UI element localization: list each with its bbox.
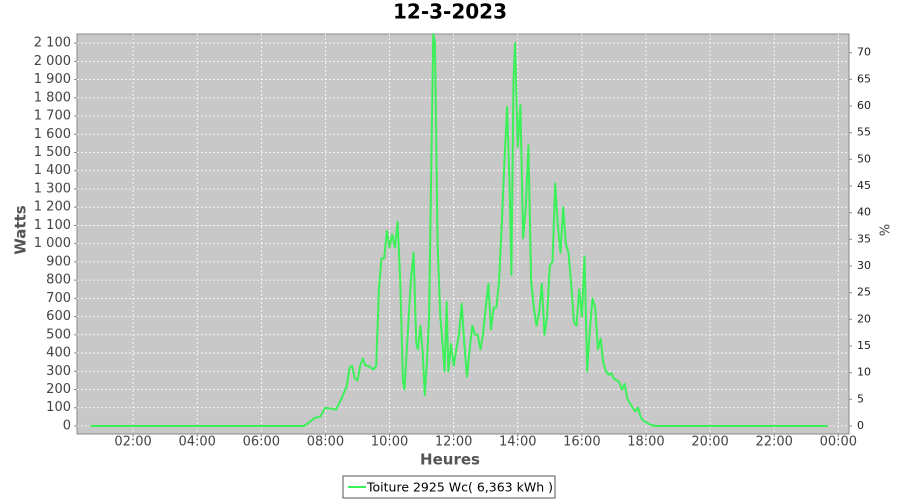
x-tick-label: 00:00 xyxy=(820,435,857,450)
y-tick-label: 1 500 xyxy=(34,145,71,160)
y2-tick-label: 30 xyxy=(857,259,871,272)
y-tick-label: 800 xyxy=(46,273,71,288)
y-tick-label: 400 xyxy=(46,346,71,361)
marks xyxy=(90,33,828,427)
y2-tick-label: 65 xyxy=(857,72,871,85)
y2-tick-label: 60 xyxy=(857,99,871,112)
x-tick-label: 22:00 xyxy=(755,435,792,450)
y-tick-label: 1 800 xyxy=(34,90,71,105)
y-tick-label: 700 xyxy=(46,291,71,306)
y-tick-label: 900 xyxy=(46,254,71,269)
y-tick-label: 1 400 xyxy=(34,163,71,178)
y-tick-label: 0 xyxy=(63,418,71,433)
y-tick-label: 100 xyxy=(46,400,71,415)
y-tick-label: 1 100 xyxy=(34,218,71,233)
x-tick-label: 02:00 xyxy=(114,435,151,450)
y2-tick-label: 25 xyxy=(857,286,871,299)
y-axis-label: Watts xyxy=(12,205,30,254)
y2-tick-label: 70 xyxy=(857,46,871,59)
y-tick-label: 1 700 xyxy=(34,109,71,124)
x-tick-label: 10:00 xyxy=(371,435,408,450)
y-tick-label: 600 xyxy=(46,309,71,324)
chart-title: 12-3-2023 xyxy=(393,0,507,24)
y-tick-label: 1 200 xyxy=(34,200,71,215)
y2-tick-label: 40 xyxy=(857,206,871,219)
x-tick-label: 04:00 xyxy=(178,435,215,450)
y2-tick-label: 0 xyxy=(857,419,864,432)
x-tick-label: 06:00 xyxy=(243,435,280,450)
y-tick-label: 2 100 xyxy=(34,36,71,51)
y2-tick-label: 5 xyxy=(857,392,864,405)
y2-tick-label: 55 xyxy=(857,126,871,139)
x-tick-label: 14:00 xyxy=(499,435,536,450)
y2-tick-label: 20 xyxy=(857,312,871,325)
legend-label: Toiture 2925 Wc( 6,363 kWh ) xyxy=(366,480,553,495)
y-tick-label: 2 000 xyxy=(34,54,71,69)
y-tick-label: 1 000 xyxy=(34,236,71,251)
y2-tick-label: 45 xyxy=(857,179,871,192)
y-tick-label: 200 xyxy=(46,382,71,397)
y2-tick-label: 50 xyxy=(857,152,871,165)
plot-area xyxy=(76,33,850,435)
y2-axis-label: % xyxy=(876,224,891,236)
y2-tick-label: 35 xyxy=(857,232,871,245)
y-tick-label: 1 300 xyxy=(34,181,71,196)
legend-box xyxy=(342,475,556,499)
y-tick-label: 1 900 xyxy=(34,72,71,87)
grid xyxy=(77,34,849,434)
x-tick-label: 08:00 xyxy=(307,435,344,450)
y2-tick-label: 10 xyxy=(857,366,871,379)
y-tick-label: 300 xyxy=(46,364,71,379)
x-tick-label: 12:00 xyxy=(435,435,472,450)
x-axis-label: Heures xyxy=(420,451,480,469)
x-tick-label: 20:00 xyxy=(691,435,728,450)
y-tick-label: 1 600 xyxy=(34,127,71,142)
series-line xyxy=(90,33,828,427)
x-tick-label: 16:00 xyxy=(563,435,600,450)
y-tick-label: 500 xyxy=(46,327,71,342)
y2-tick-label: 15 xyxy=(857,339,871,352)
x-tick-label: 18:00 xyxy=(627,435,664,450)
